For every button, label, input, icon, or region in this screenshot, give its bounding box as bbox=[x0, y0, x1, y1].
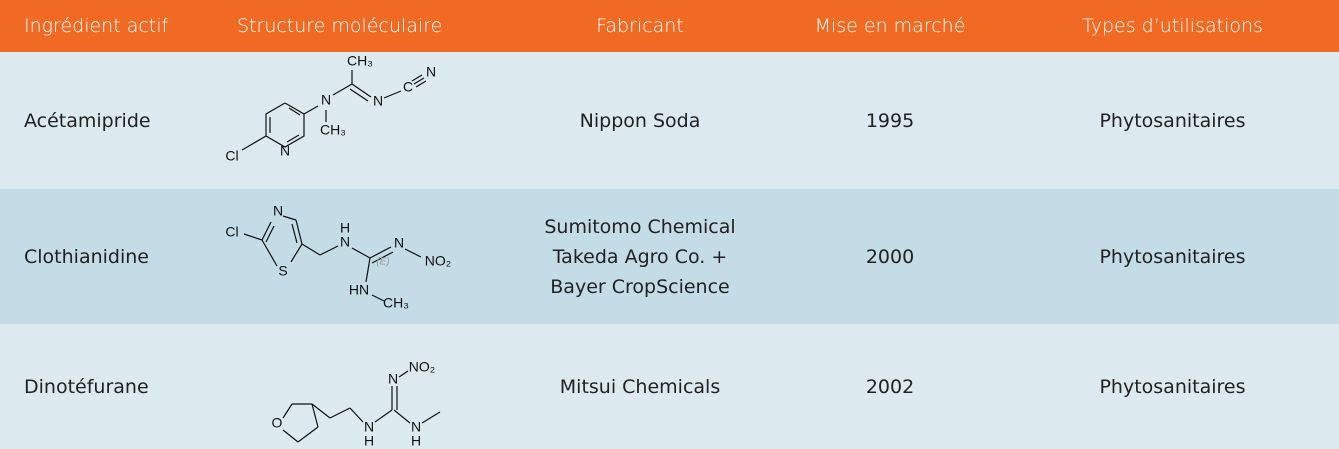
header-row: Ingrédient actif Structure moléculaire F… bbox=[0, 0, 1339, 52]
atom-label: N bbox=[273, 203, 283, 219]
usage: Phytosanitaires bbox=[1099, 109, 1246, 132]
atom-label: N bbox=[340, 234, 350, 250]
year: 1995 bbox=[865, 109, 915, 132]
dinotefurane-structure: O N H N NO₂ N H bbox=[272, 359, 441, 449]
atom-label: HN bbox=[349, 282, 369, 298]
year: 2000 bbox=[865, 245, 915, 268]
table-row: Clothianidine Sumitomo Chemical Takeda A… bbox=[0, 189, 1339, 324]
header-cell: Fabricant bbox=[596, 15, 684, 37]
header-cell: Ingrédient actif bbox=[24, 15, 169, 37]
atom-label: N bbox=[394, 235, 404, 251]
atom-label: N bbox=[411, 419, 421, 435]
stereo-label: (E) bbox=[376, 257, 389, 268]
atom-label: N bbox=[426, 64, 436, 80]
year: 2002 bbox=[865, 375, 915, 398]
header-cell: Structure moléculaire bbox=[237, 15, 443, 37]
atom-label: NO₂ bbox=[409, 359, 435, 375]
ingredient: Clothianidine bbox=[24, 245, 149, 268]
fabricant: Sumitomo Chemical Takeda Agro Co. + Baye… bbox=[510, 189, 770, 324]
usage: Phytosanitaires bbox=[1099, 375, 1246, 398]
atom-label: N bbox=[280, 143, 290, 159]
ingredient: Acétamipride bbox=[24, 109, 151, 132]
table-row: Dinotéfurane Mitsui Chemicals 2002 Phyto… bbox=[0, 324, 1339, 449]
atom-label: Cl bbox=[225, 224, 238, 240]
fabricant: Mitsui Chemicals bbox=[510, 324, 770, 449]
atom-label: N bbox=[373, 93, 383, 109]
atom-label: N bbox=[388, 371, 398, 387]
atom-label: N bbox=[321, 92, 331, 108]
fabricant-line: Sumitomo Chemical bbox=[544, 215, 736, 238]
structures: Cl N N CH₃ CH₃ N C N Cl N S H N N NO₂ (E… bbox=[225, 53, 451, 449]
header-cell: Mise en marché bbox=[814, 15, 966, 37]
atom-label: CH₃ bbox=[347, 53, 373, 69]
table-row: Acétamipride Nippon Soda 1995 Phytosanit… bbox=[0, 52, 1339, 189]
atom-label: CH₃ bbox=[320, 122, 346, 138]
clothianidine-structure: Cl N S H N N NO₂ (E) HN CH₃ bbox=[225, 203, 451, 311]
atom-label: Cl bbox=[225, 148, 238, 164]
fabricant-line: Nippon Soda bbox=[579, 109, 701, 132]
fabricant: Nippon Soda bbox=[510, 52, 770, 189]
atom-label: C bbox=[403, 79, 413, 95]
atom-label: S bbox=[278, 263, 287, 279]
usage: Phytosanitaires bbox=[1099, 245, 1246, 268]
header-cell: Types d’utilisations bbox=[1082, 15, 1263, 37]
fabricant-line: Bayer CropScience bbox=[550, 275, 730, 298]
atom-label: NO₂ bbox=[425, 253, 451, 269]
atom-label: H bbox=[340, 220, 350, 236]
fabricant-line: Takeda Agro Co. + bbox=[552, 245, 728, 268]
acetamipride-structure: Cl N N CH₃ CH₃ N C N bbox=[225, 53, 436, 164]
atom-label: O bbox=[272, 415, 283, 431]
ingredient: Dinotéfurane bbox=[24, 375, 149, 398]
atom-label: CH₃ bbox=[383, 295, 409, 311]
atom-label: H bbox=[411, 433, 421, 449]
atom-label: N bbox=[364, 419, 374, 435]
atom-label: H bbox=[364, 433, 374, 449]
fabricant-line: Mitsui Chemicals bbox=[559, 375, 721, 398]
